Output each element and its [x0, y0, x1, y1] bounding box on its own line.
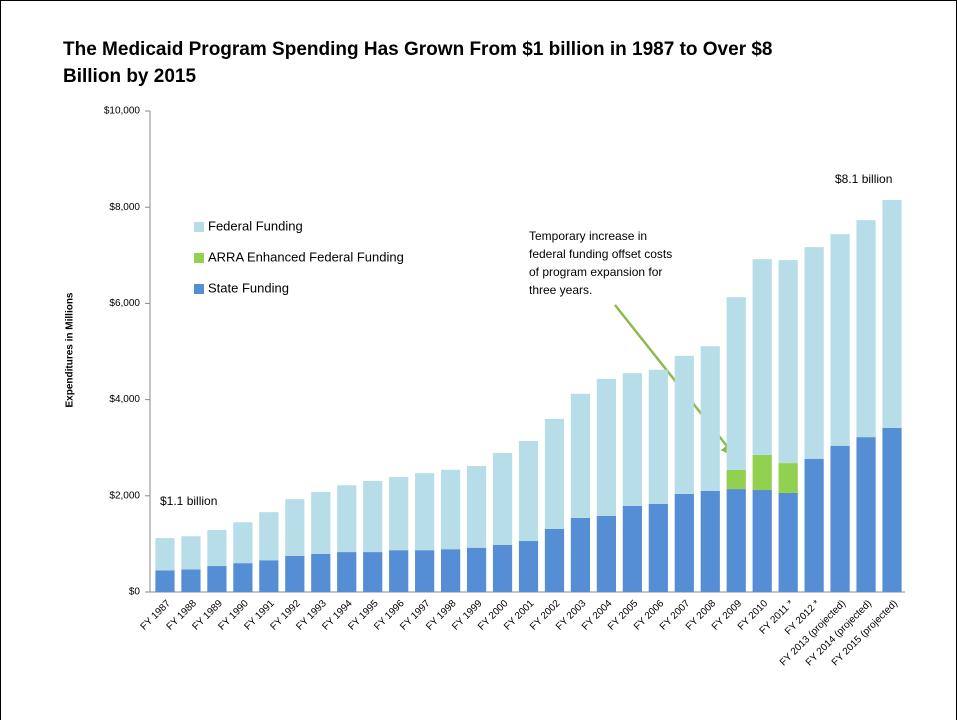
bar-segment — [285, 555, 305, 592]
y-tick-label: $0 — [129, 587, 141, 598]
bar-segment — [337, 485, 357, 553]
bar-segment — [155, 538, 175, 571]
bar-segment — [466, 465, 487, 548]
annotation: $1.1 billion — [160, 494, 217, 508]
bar-segment — [778, 463, 798, 493]
bar-segment — [466, 547, 487, 592]
bar-segment — [155, 570, 175, 592]
bar-segment — [830, 234, 850, 446]
bar-segment — [233, 522, 253, 564]
legend-label: ARRA Enhanced Federal Funding — [208, 249, 404, 264]
bar-segment — [389, 477, 409, 551]
bar-segment — [544, 418, 565, 529]
bar-segment — [311, 491, 331, 555]
legend-swatch — [194, 284, 204, 294]
bar-segment — [440, 549, 461, 592]
bar-segment — [596, 516, 617, 592]
bar-segment — [492, 452, 513, 545]
annotation: $8.1 billion — [835, 172, 892, 186]
bar-segment — [285, 499, 305, 556]
bar-segment — [181, 569, 201, 592]
annotation-line: of program expansion for — [529, 265, 662, 279]
bar-segment — [181, 536, 201, 570]
bar-segment — [259, 560, 279, 592]
legend-label: Federal Funding — [208, 218, 303, 233]
bar-segment — [622, 373, 642, 506]
bar-segment — [233, 563, 253, 592]
bar-segment — [674, 493, 694, 592]
bar-segment — [674, 355, 694, 494]
bar-segment — [752, 454, 772, 491]
bar-segment — [726, 489, 746, 592]
bar-segment — [389, 550, 409, 592]
y-axis-label: Expenditures in Millions — [65, 292, 76, 407]
y-tick-label: $2,000 — [109, 490, 140, 501]
bar-segment — [492, 544, 513, 592]
y-tick-label: $10,000 — [104, 106, 141, 117]
bar-segment — [752, 259, 772, 455]
bar-segment — [648, 369, 668, 504]
bar-segment — [259, 512, 279, 561]
bar-segment — [778, 492, 798, 592]
bar-segment — [778, 260, 798, 464]
bar-segment — [518, 440, 539, 542]
bar-segment — [622, 505, 642, 592]
bar-segment — [440, 469, 461, 550]
bar-segment — [570, 517, 591, 592]
bar-segment — [752, 490, 772, 592]
bar-segment — [363, 552, 383, 592]
legend-label: State Funding — [208, 280, 289, 295]
annotation-line: Temporary increase in — [529, 229, 647, 243]
bar-segment — [882, 199, 902, 428]
chart-title: The Medicaid Program Spending Has Grown … — [63, 39, 773, 87]
bar-segment — [726, 469, 746, 490]
bar-segment — [415, 473, 435, 551]
y-tick-label: $6,000 — [109, 298, 140, 309]
bar-segment — [596, 378, 617, 517]
bar-segment — [544, 528, 565, 592]
bar-segment — [700, 490, 720, 592]
bar-segment — [648, 503, 668, 592]
bar-segment — [207, 566, 227, 592]
bar-segment — [856, 437, 876, 592]
bar-segment — [830, 445, 850, 592]
bar-segment — [207, 529, 227, 567]
annotation-line: federal funding offset costs — [529, 247, 672, 261]
bar-segment — [882, 427, 902, 592]
bar-segment — [856, 220, 876, 438]
bar-segment — [518, 541, 539, 592]
bar-segment — [337, 552, 357, 592]
y-tick-label: $8,000 — [109, 202, 140, 213]
bar-segment — [726, 297, 746, 470]
bar-segment — [415, 550, 435, 592]
bar-segment — [363, 480, 383, 553]
bar-segment — [804, 458, 824, 592]
y-tick-label: $4,000 — [109, 394, 140, 405]
bar-segment — [804, 247, 824, 459]
legend-swatch — [194, 253, 204, 263]
legend-swatch — [194, 222, 204, 232]
bar-segment — [570, 393, 591, 518]
bar-segment — [700, 346, 720, 491]
annotation-line: three years. — [529, 283, 592, 297]
bar-segment — [311, 554, 331, 592]
